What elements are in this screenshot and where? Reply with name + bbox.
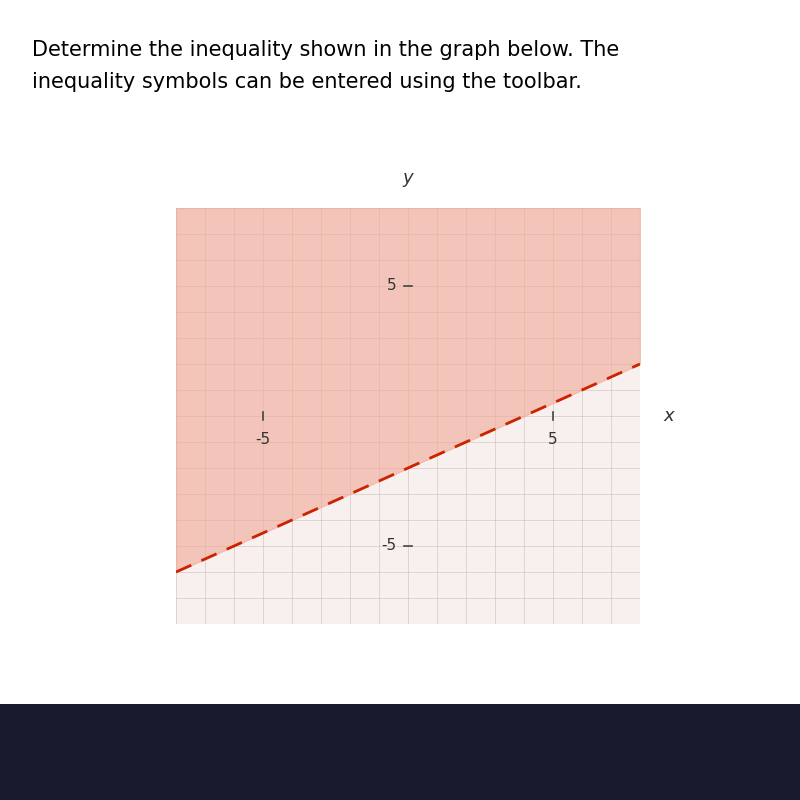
Text: inequality symbols can be entered using the toolbar.: inequality symbols can be entered using …: [32, 72, 582, 92]
Text: -5: -5: [382, 538, 397, 554]
Text: -5: -5: [255, 432, 270, 446]
Text: x: x: [663, 407, 674, 425]
Text: Determine the inequality shown in the graph below. The: Determine the inequality shown in the gr…: [32, 40, 619, 60]
Text: y: y: [402, 170, 414, 187]
Text: 5: 5: [548, 432, 558, 446]
Text: 5: 5: [386, 278, 397, 294]
